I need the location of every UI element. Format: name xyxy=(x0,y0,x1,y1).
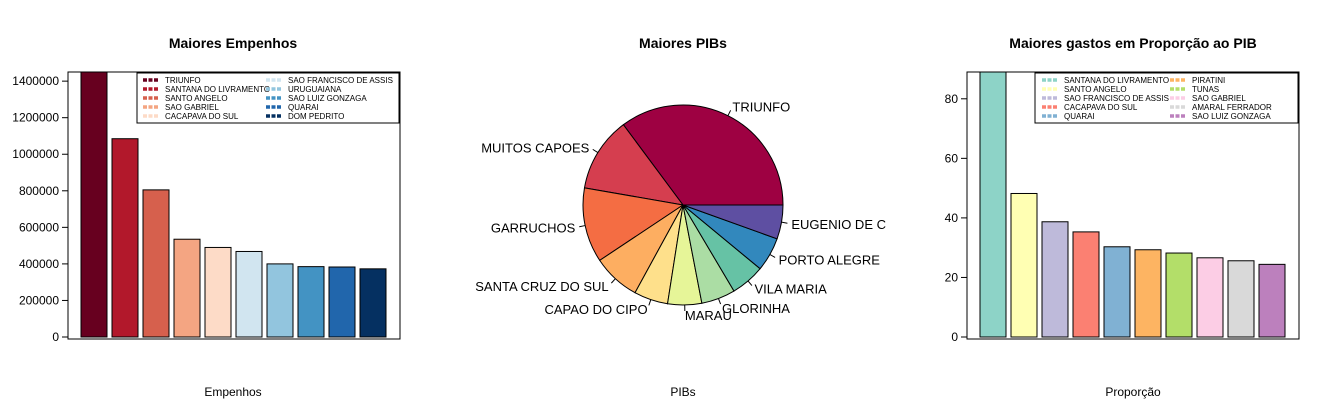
chart-proporcao-title: Maiores gastos em Proporção ao PIB xyxy=(1009,35,1256,51)
chart-proporcao-legend-label: SAO LUIZ GONZAGA xyxy=(1192,112,1271,121)
chart-empenhos-bar xyxy=(360,269,386,337)
chart-proporcao: Maiores gastos em Proporção ao PIB Propo… xyxy=(945,35,1299,399)
chart-pibs-label-leader xyxy=(728,110,731,115)
chart-empenhos-bar xyxy=(112,139,138,337)
chart-empenhos-y-tick-label: 1400000 xyxy=(12,74,59,88)
chart-pibs-label-leader xyxy=(718,299,720,305)
chart-empenhos-legend-label: QUARAI xyxy=(288,103,319,112)
chart-empenhos-bar xyxy=(329,267,355,337)
chart-pibs-slice-label: MUITOS CAPOES xyxy=(481,140,589,155)
chart-proporcao-y-tick-label: 40 xyxy=(945,211,959,225)
chart-empenhos-y-tick-label: 400000 xyxy=(19,257,59,271)
chart-empenhos-legend-label: SANTANA DO LIVRAMENTO xyxy=(165,85,270,94)
chart-proporcao-bar xyxy=(1228,261,1254,337)
chart-empenhos-bar xyxy=(205,247,231,337)
chart-empenhos-legend-label: SANTO ANGELO xyxy=(165,94,228,103)
chart-empenhos-bar xyxy=(236,251,262,337)
chart-pibs-slice-label: VILA MARIA xyxy=(755,282,828,297)
chart-proporcao-legend-label: QUARAI xyxy=(1064,112,1095,121)
chart-empenhos-xlabel: Empenhos xyxy=(204,385,261,399)
chart-proporcao-y-tick-label: 0 xyxy=(951,330,958,344)
chart-proporcao-bar xyxy=(1135,250,1161,337)
chart-pibs-slice-label: SANTA CRUZ DO SUL xyxy=(475,279,608,294)
chart-proporcao-legend-label: SANTANA DO LIVRAMENTO xyxy=(1064,76,1169,85)
chart-proporcao-bar xyxy=(1073,232,1099,337)
chart-pibs-slice-label: CAPAO DO CIPO xyxy=(545,302,648,317)
chart-proporcao-bar xyxy=(1011,193,1037,337)
chart-pibs-slice-label: TRIUNFO xyxy=(732,100,790,115)
chart-empenhos-bar xyxy=(298,267,324,337)
chart-empenhos-title: Maiores Empenhos xyxy=(169,35,298,51)
chart-proporcao-bar xyxy=(980,72,1006,337)
chart-pibs-label-leader xyxy=(770,255,775,258)
chart-proporcao-legend-label: SAO FRANCISCO DE ASSIS xyxy=(1064,94,1169,103)
chart-empenhos-bar xyxy=(267,264,293,337)
chart-empenhos-y-axis: 0 200000 400000 600000 800000 1000000 1200000 1… xyxy=(12,74,68,344)
chart-empenhos: Maiores Empenhos Empenhos 0 200000 400000 6… xyxy=(12,35,400,399)
chart-empenhos-y-tick-label: 600000 xyxy=(19,220,59,234)
chart-empenhos-y-tick-label: 1000000 xyxy=(12,147,59,161)
chart-empenhos-legend-label: DOM PEDRITO xyxy=(288,112,344,121)
chart-empenhos-legend-label: SAO GABRIEL xyxy=(165,103,219,112)
chart-pibs-label-leader xyxy=(748,281,752,286)
chart-empenhos-bar xyxy=(143,190,169,337)
chart-empenhos-y-tick-label: 1200000 xyxy=(12,111,59,125)
chart-pibs-slice-label: PORTO ALEGRE xyxy=(779,252,881,267)
chart-empenhos-y-tick-label: 200000 xyxy=(19,293,59,307)
chart-proporcao-legend-label: TUNAS xyxy=(1192,85,1219,94)
chart-pibs-slice-label: GLORINHA xyxy=(722,301,790,316)
chart-proporcao-bar xyxy=(1197,258,1223,337)
chart-proporcao-y-tick-label: 60 xyxy=(945,151,959,165)
chart-proporcao-legend-label: SANTO ANGELO xyxy=(1064,85,1127,94)
chart-proporcao-bar xyxy=(1042,222,1068,337)
chart-pibs-label-leader xyxy=(593,149,598,152)
chart-empenhos-bar xyxy=(174,239,200,337)
chart-empenhos-bar xyxy=(81,72,107,337)
chart-pibs-title: Maiores PIBs xyxy=(639,35,727,51)
chart-proporcao-bar xyxy=(1166,253,1192,337)
chart-proporcao-legend-label: AMARAL FERRADOR xyxy=(1192,103,1272,112)
chart-pibs: Maiores PIBs PIBs TRIUNFO MUITOS CAPOES GA… xyxy=(475,35,886,399)
chart-pibs-slice-label: GARRUCHOS xyxy=(491,221,576,236)
chart-pibs-pie xyxy=(583,105,783,305)
chart-empenhos-legend-label: URUGUAIANA xyxy=(288,85,342,94)
chart-proporcao-y-tick-label: 20 xyxy=(945,270,959,284)
chart-proporcao-legend-label: PIRATINI xyxy=(1192,76,1225,85)
chart-empenhos-legend-label: SAO FRANCISCO DE ASSIS xyxy=(288,76,393,85)
chart-proporcao-bar xyxy=(1104,247,1130,337)
chart-empenhos-legend-label: TRIUNFO xyxy=(165,76,201,85)
chart-pibs-label-leader xyxy=(782,222,788,223)
chart-empenhos-legend-label: CACAPAVA DO SUL xyxy=(165,112,239,121)
chart-proporcao-xlabel: Proporção xyxy=(1105,385,1161,399)
chart-proporcao-legend-label: CACAPAVA DO SUL xyxy=(1064,103,1138,112)
chart-proporcao-legend-label: SAO GABRIEL xyxy=(1192,94,1246,103)
chart-empenhos-y-tick-label: 0 xyxy=(52,330,59,344)
chart-pibs-slice-label: EUGENIO DE C xyxy=(791,217,886,232)
chart-empenhos-legend-label: SAO LUIZ GONZAGA xyxy=(288,94,367,103)
chart-pibs-label-leader xyxy=(611,279,615,283)
chart-pibs-label-leader xyxy=(579,226,585,227)
chart-empenhos-y-tick-label: 800000 xyxy=(19,184,59,198)
chart-proporcao-y-axis: 0 20 40 60 80 xyxy=(945,92,967,344)
chart-proporcao-bar xyxy=(1259,264,1285,337)
chart-pibs-xlabel: PIBs xyxy=(670,385,695,399)
chart-proporcao-y-tick-label: 80 xyxy=(945,92,959,106)
chart-pibs-label-leader xyxy=(649,300,651,306)
